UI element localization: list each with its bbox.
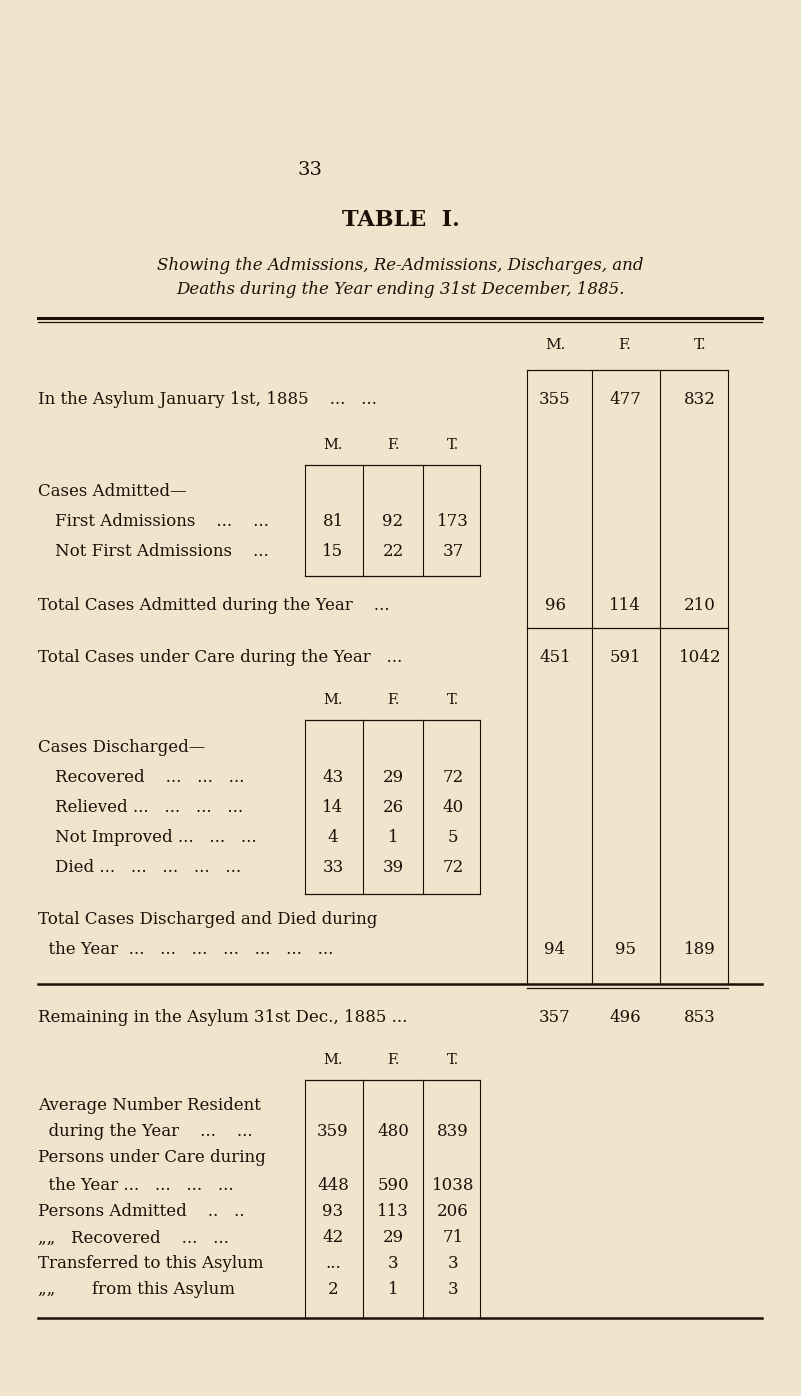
- Text: F.: F.: [387, 692, 399, 706]
- Text: 2: 2: [328, 1282, 338, 1298]
- Text: 22: 22: [382, 543, 404, 561]
- Text: T.: T.: [447, 1053, 459, 1067]
- Text: First Admissions    ...    ...: First Admissions ... ...: [55, 514, 269, 530]
- Text: Cases Admitted—: Cases Admitted—: [38, 483, 187, 501]
- Text: 94: 94: [545, 941, 566, 959]
- Text: 96: 96: [545, 596, 566, 613]
- Text: F.: F.: [618, 338, 631, 352]
- Text: Persons Admitted    ..   ..: Persons Admitted .. ..: [38, 1203, 244, 1220]
- Text: 37: 37: [442, 543, 464, 561]
- Text: 839: 839: [437, 1124, 469, 1141]
- Text: 42: 42: [322, 1230, 344, 1247]
- Text: T.: T.: [694, 338, 706, 352]
- Text: 39: 39: [382, 860, 404, 877]
- Text: 210: 210: [684, 596, 716, 613]
- Text: 3: 3: [388, 1255, 398, 1273]
- Text: Died ...   ...   ...   ...   ...: Died ... ... ... ... ...: [55, 860, 241, 877]
- Text: 26: 26: [382, 800, 404, 817]
- Text: 81: 81: [322, 514, 344, 530]
- Text: the Year ...   ...   ...   ...: the Year ... ... ... ...: [38, 1177, 234, 1194]
- Text: Relieved ...   ...   ...   ...: Relieved ... ... ... ...: [55, 800, 244, 817]
- Text: 114: 114: [609, 596, 641, 613]
- Text: 14: 14: [322, 800, 344, 817]
- Text: Average Number Resident: Average Number Resident: [38, 1096, 261, 1114]
- Text: 72: 72: [442, 769, 464, 786]
- Text: during the Year    ...    ...: during the Year ... ...: [38, 1124, 252, 1141]
- Text: 33: 33: [297, 161, 323, 179]
- Text: T.: T.: [447, 438, 459, 452]
- Text: 359: 359: [317, 1124, 348, 1141]
- Text: „„   Recovered    ...   ...: „„ Recovered ... ...: [38, 1230, 229, 1247]
- Text: 173: 173: [437, 514, 469, 530]
- Text: 477: 477: [609, 391, 641, 409]
- Text: Total Cases under Care during the Year   ...: Total Cases under Care during the Year .…: [38, 649, 402, 666]
- Text: 591: 591: [610, 649, 641, 666]
- Text: „„       from this Asylum: „„ from this Asylum: [38, 1282, 235, 1298]
- Text: 29: 29: [382, 1230, 404, 1247]
- Text: In the Asylum January 1st, 1885    ...   ...: In the Asylum January 1st, 1885 ... ...: [38, 391, 377, 409]
- Text: T.: T.: [447, 692, 459, 706]
- Text: Not Improved ...   ...   ...: Not Improved ... ... ...: [55, 829, 256, 846]
- Text: 1: 1: [388, 1282, 398, 1298]
- Text: Not First Admissions    ...: Not First Admissions ...: [55, 543, 269, 561]
- Text: 5: 5: [448, 829, 458, 846]
- Text: Remaining in the Asylum 31st Dec., 1885 ...: Remaining in the Asylum 31st Dec., 1885 …: [38, 1009, 408, 1026]
- Text: Total Cases Admitted during the Year    ...: Total Cases Admitted during the Year ...: [38, 596, 389, 613]
- Text: 4: 4: [328, 829, 338, 846]
- Text: 3: 3: [448, 1255, 458, 1273]
- Text: M.: M.: [324, 1053, 343, 1067]
- Text: 1038: 1038: [432, 1177, 474, 1194]
- Text: 832: 832: [684, 391, 716, 409]
- Text: Transferred to this Asylum: Transferred to this Asylum: [38, 1255, 264, 1273]
- Text: 496: 496: [610, 1009, 641, 1026]
- Text: 3: 3: [448, 1282, 458, 1298]
- Text: 357: 357: [539, 1009, 571, 1026]
- Text: Cases Discharged—: Cases Discharged—: [38, 740, 205, 757]
- Text: 40: 40: [442, 800, 464, 817]
- Text: 355: 355: [539, 391, 571, 409]
- Text: TABLE  I.: TABLE I.: [341, 209, 460, 230]
- Text: Deaths during the Year ending 31st December, 1885.: Deaths during the Year ending 31st Decem…: [176, 282, 625, 299]
- Text: 590: 590: [377, 1177, 409, 1194]
- Text: 448: 448: [317, 1177, 349, 1194]
- Text: 189: 189: [684, 941, 716, 959]
- Text: 15: 15: [323, 543, 344, 561]
- Text: Recovered    ...   ...   ...: Recovered ... ... ...: [55, 769, 244, 786]
- Text: M.: M.: [545, 338, 566, 352]
- Text: M.: M.: [324, 438, 343, 452]
- Text: 33: 33: [322, 860, 344, 877]
- Text: F.: F.: [387, 438, 399, 452]
- Text: ...: ...: [325, 1255, 341, 1273]
- Text: M.: M.: [324, 692, 343, 706]
- Text: 72: 72: [442, 860, 464, 877]
- Text: 853: 853: [684, 1009, 716, 1026]
- Text: Showing the Admissions, Re-Admissions, Discharges, and: Showing the Admissions, Re-Admissions, D…: [157, 257, 644, 274]
- Text: Persons under Care during: Persons under Care during: [38, 1149, 266, 1167]
- Text: 1042: 1042: [678, 649, 721, 666]
- Text: the Year  ...   ...   ...   ...   ...   ...   ...: the Year ... ... ... ... ... ... ...: [38, 941, 333, 959]
- Text: 71: 71: [442, 1230, 464, 1247]
- Text: F.: F.: [387, 1053, 399, 1067]
- Text: 95: 95: [614, 941, 635, 959]
- Text: 451: 451: [539, 649, 571, 666]
- Text: 92: 92: [382, 514, 404, 530]
- Text: 43: 43: [322, 769, 344, 786]
- Text: 480: 480: [377, 1124, 409, 1141]
- Text: Total Cases Discharged and Died during: Total Cases Discharged and Died during: [38, 912, 377, 928]
- Text: 113: 113: [377, 1203, 409, 1220]
- Text: 29: 29: [382, 769, 404, 786]
- Text: 1: 1: [388, 829, 398, 846]
- Text: 206: 206: [437, 1203, 469, 1220]
- Text: 93: 93: [323, 1203, 344, 1220]
